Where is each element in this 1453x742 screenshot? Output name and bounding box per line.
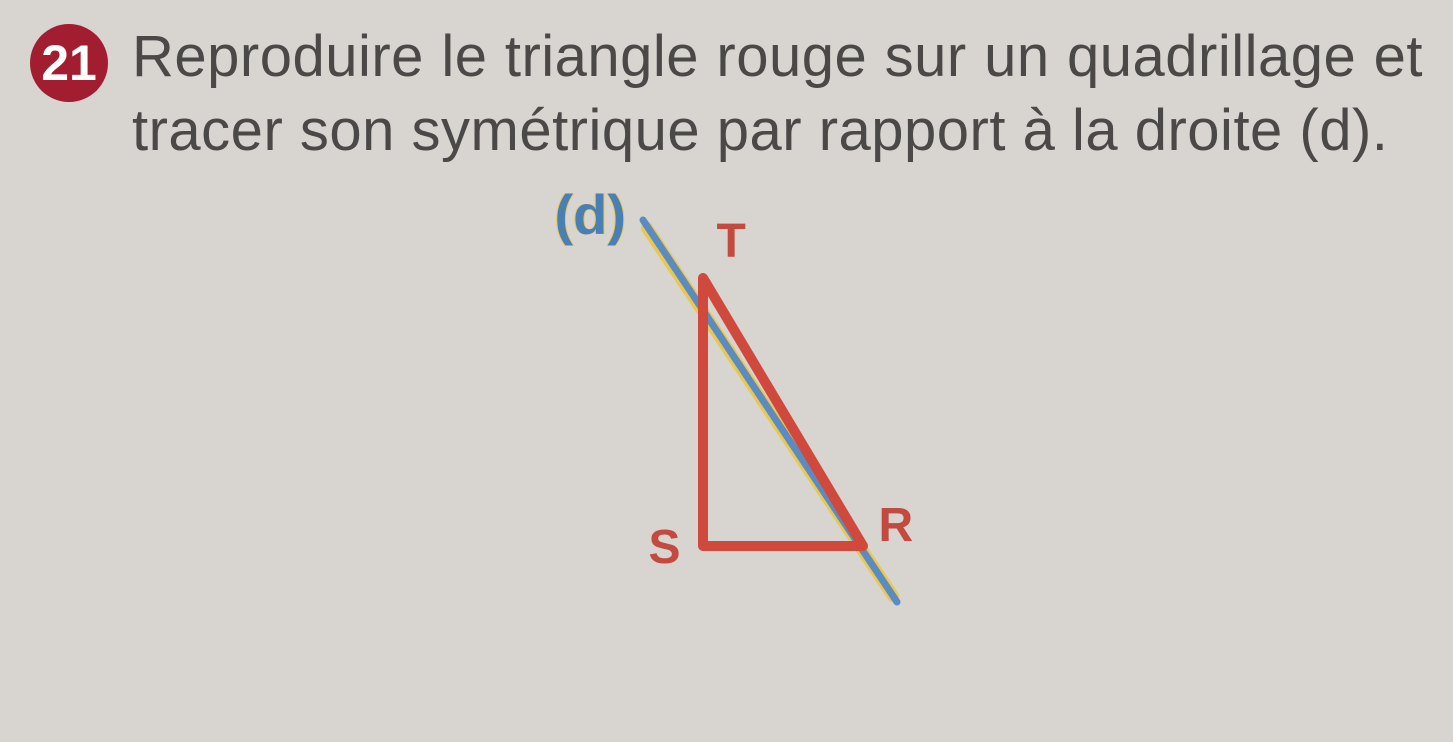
vertex-label-s: S	[649, 520, 681, 575]
exercise-instruction: Reproduire le triangle rouge sur un quad…	[132, 20, 1423, 168]
exercise-page: 21 Reproduire le triangle rouge sur un q…	[0, 0, 1453, 742]
exercise-text-block: 21 Reproduire le triangle rouge sur un q…	[30, 20, 1423, 168]
exercise-number-badge: 21	[30, 24, 108, 102]
line-d-label: (d)	[555, 182, 627, 247]
vertex-label-r: R	[879, 498, 914, 553]
vertex-label-t: T	[717, 214, 746, 269]
triangle-tsr	[703, 278, 863, 546]
geometry-figure: (d) T S R	[407, 188, 1047, 628]
